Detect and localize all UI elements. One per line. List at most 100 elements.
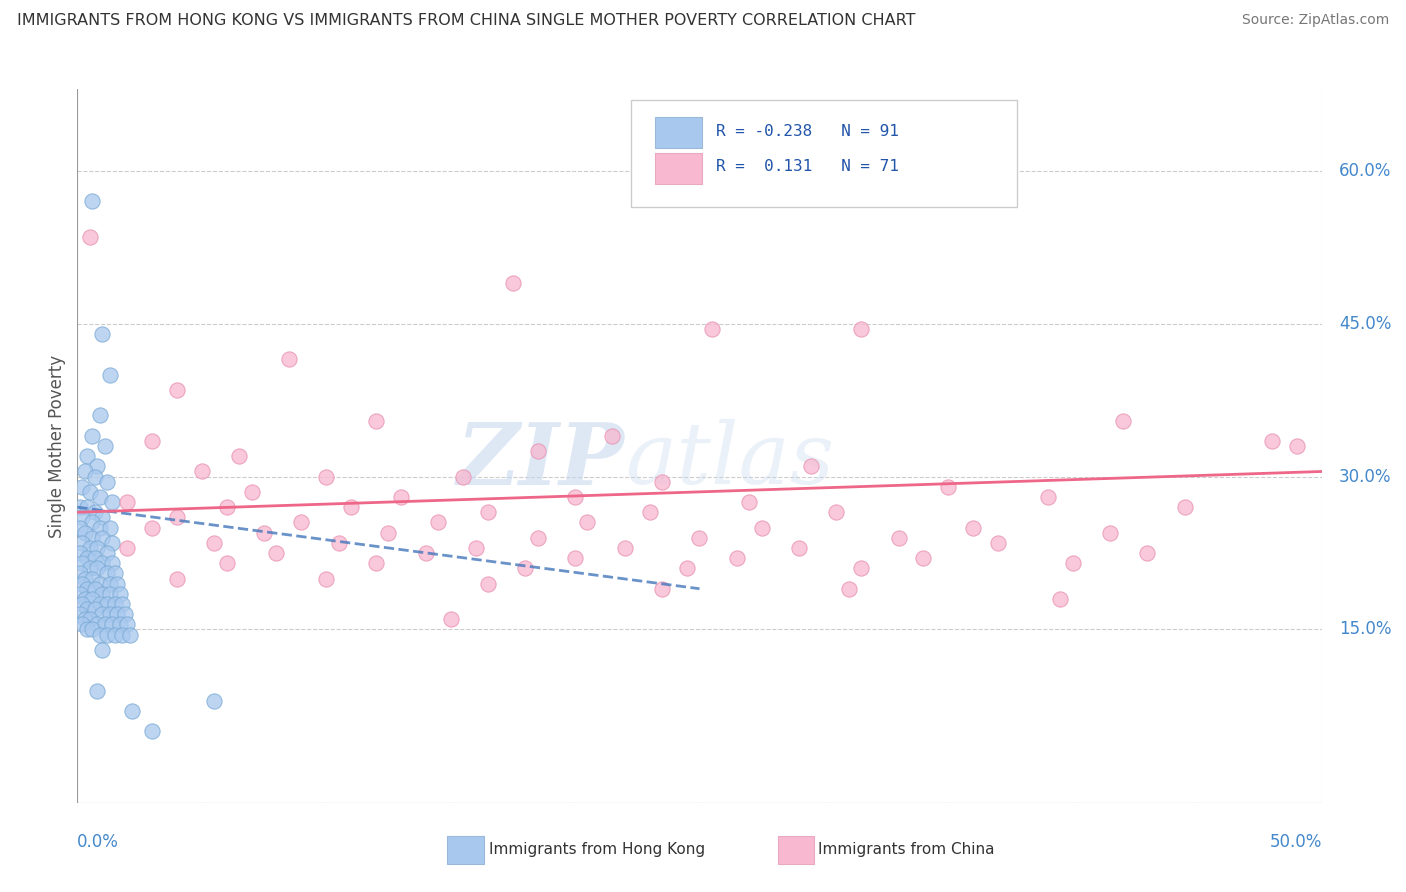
Point: [215, 500, 238, 515]
Point: [69, 546, 91, 560]
Point: [108, 587, 131, 601]
Point: [96, 546, 118, 560]
Point: [166, 572, 188, 586]
Point: [91, 531, 114, 545]
Text: IMMIGRANTS FROM HONG KONG VS IMMIGRANTS FROM CHINA SINGLE MOTHER POVERTY CORRELA: IMMIGRANTS FROM HONG KONG VS IMMIGRANTS …: [17, 13, 915, 29]
Point: [86, 683, 108, 698]
Point: [73, 465, 96, 479]
Point: [73, 591, 96, 606]
Point: [91, 556, 114, 570]
Point: [1099, 525, 1122, 540]
Point: [79, 561, 101, 575]
Point: [82, 194, 104, 209]
Point: [377, 525, 399, 540]
Point: [1049, 591, 1071, 606]
Point: [328, 536, 350, 550]
Point: [987, 536, 1010, 550]
Point: [962, 520, 984, 534]
Point: [887, 531, 910, 545]
Point: [738, 495, 761, 509]
Point: [477, 505, 499, 519]
Point: [96, 627, 118, 641]
Point: [86, 459, 108, 474]
Point: [83, 582, 105, 596]
Text: ZIP: ZIP: [457, 418, 624, 502]
Point: [851, 322, 873, 336]
Point: [105, 576, 128, 591]
Point: [91, 510, 114, 524]
Point: [83, 602, 105, 616]
Point: [104, 627, 127, 641]
Point: [89, 627, 111, 641]
Point: [576, 516, 599, 530]
Point: [111, 627, 134, 641]
Point: [340, 500, 363, 515]
Point: [253, 525, 276, 540]
Point: [364, 556, 387, 570]
Point: [82, 429, 104, 443]
Point: [69, 607, 91, 622]
Point: [73, 525, 96, 540]
Point: [72, 556, 94, 570]
Point: [266, 546, 288, 560]
Point: [700, 322, 723, 336]
Point: [98, 587, 121, 601]
Point: [83, 469, 105, 483]
Point: [76, 623, 98, 637]
Text: R =  0.131   N = 71: R = 0.131 N = 71: [716, 159, 898, 174]
Point: [1285, 439, 1308, 453]
Point: [104, 566, 127, 581]
Point: [76, 449, 98, 463]
Text: Immigrants from China: Immigrants from China: [818, 842, 995, 856]
Text: 60.0%: 60.0%: [1339, 161, 1392, 180]
Point: [141, 434, 163, 448]
FancyBboxPatch shape: [655, 153, 702, 184]
Point: [82, 531, 104, 545]
Point: [83, 551, 105, 566]
Point: [800, 459, 823, 474]
Point: [651, 475, 673, 489]
Point: [1136, 546, 1159, 560]
Text: atlas: atlas: [624, 419, 834, 501]
Point: [564, 490, 586, 504]
Point: [86, 617, 108, 632]
Point: [141, 520, 163, 534]
Point: [290, 516, 312, 530]
Point: [938, 480, 960, 494]
Point: [825, 505, 848, 519]
Point: [98, 607, 121, 622]
Point: [73, 612, 96, 626]
Point: [69, 520, 91, 534]
Point: [96, 566, 118, 581]
FancyBboxPatch shape: [655, 117, 702, 148]
Point: [115, 541, 138, 555]
Text: 15.0%: 15.0%: [1339, 621, 1392, 639]
Point: [89, 597, 111, 611]
Point: [689, 531, 711, 545]
Point: [91, 643, 114, 657]
Point: [91, 587, 114, 601]
Point: [515, 561, 537, 575]
Point: [315, 572, 337, 586]
Point: [526, 444, 548, 458]
Point: [118, 627, 141, 641]
Point: [79, 230, 101, 244]
Point: [69, 587, 91, 601]
Point: [96, 475, 118, 489]
Point: [166, 383, 188, 397]
Point: [79, 541, 101, 555]
Point: [89, 520, 111, 534]
Point: [91, 326, 114, 341]
Point: [602, 429, 624, 443]
Point: [228, 449, 250, 463]
Point: [101, 495, 124, 509]
Point: [676, 561, 699, 575]
Point: [104, 597, 127, 611]
Point: [141, 724, 163, 739]
Point: [851, 561, 873, 575]
Point: [114, 607, 136, 622]
Point: [202, 536, 225, 550]
Y-axis label: Single Mother Poverty: Single Mother Poverty: [48, 354, 66, 538]
Point: [72, 510, 94, 524]
Point: [76, 500, 98, 515]
